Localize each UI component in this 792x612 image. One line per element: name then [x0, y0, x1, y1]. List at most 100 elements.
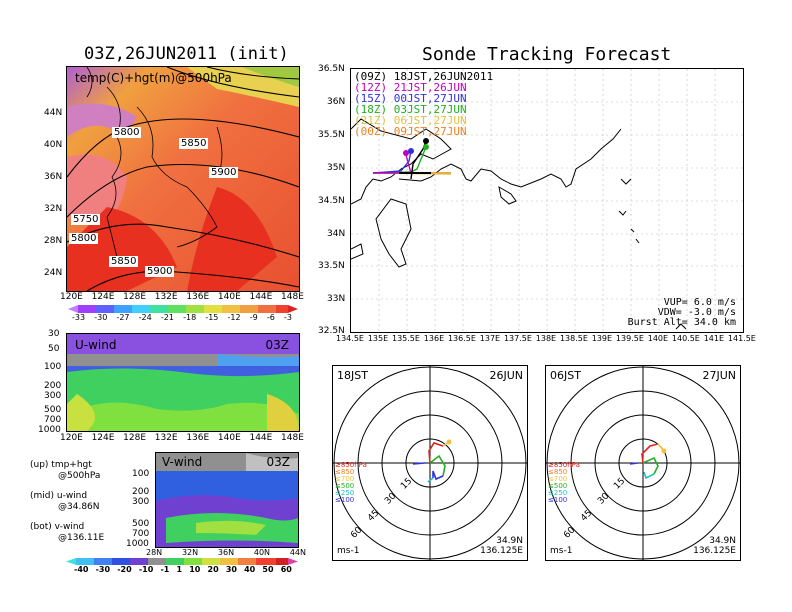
lon-tick: 135.5E: [391, 334, 420, 343]
legend-note-a: (mid) u-wind: [30, 491, 88, 501]
run-time: 06JST,27JUN: [393, 114, 467, 127]
p-tick: 50: [48, 344, 60, 354]
cbar-tick: -21: [160, 313, 174, 322]
run-time: 18JST,26JUN2011: [393, 70, 494, 83]
lon-tick: 139E: [591, 334, 613, 343]
track-point: [403, 150, 409, 156]
temp-map-panel: temp(C)+hgt(m)@500hPa 5800 5850 5900 575…: [66, 66, 300, 292]
hodo-right-date: 27JUN: [702, 369, 736, 382]
left-title: 03Z,26JUN2011 (init): [84, 44, 289, 64]
cbar-tick: -10: [138, 565, 154, 574]
contour-label: 5850: [179, 138, 209, 149]
v-wind-field: [156, 453, 298, 547]
lon-tick: 138E: [535, 334, 557, 343]
contour-label: 5900: [145, 266, 175, 277]
cbar-tick: 40: [244, 565, 256, 574]
level-entry: ≤850: [335, 468, 355, 476]
p-tick: 700: [132, 529, 150, 539]
wind-colorbar-ticks: -40 -30 -20 -10 -1 1 10 20 30 40 50 60: [74, 565, 292, 574]
track-point: [423, 144, 429, 150]
lat-tick: 36.5N: [318, 64, 345, 74]
lat-tick: 32N: [44, 204, 63, 214]
level-entry: ≥850hPa: [548, 461, 580, 469]
hodo-left-location: 34.9N 136.125E: [480, 536, 523, 556]
u-panel-label: U-wind: [75, 338, 117, 352]
level-entry: ≤500: [335, 482, 355, 490]
track-map-panel: [350, 68, 744, 333]
run-code: (09Z): [354, 70, 388, 83]
cbar-tick: -27: [116, 313, 130, 322]
p-tick: 700: [44, 415, 62, 425]
lon-tick: 138.5E: [559, 334, 588, 343]
run-entry: (00Z) 09JST,27JUN: [354, 126, 493, 137]
lon-tick: 132E: [154, 292, 178, 302]
cbar-tick: -33: [72, 313, 86, 322]
contour-label: 5750: [71, 214, 101, 225]
lat-tick: 32.5N: [318, 326, 345, 336]
hodograph-left: 18JST 26JUN 15 30 45 60 ≥850hPa ≤850 ≤70…: [332, 365, 528, 561]
lon-tick: 144E: [249, 292, 273, 302]
level-entry: ≤250: [548, 489, 568, 497]
cbar-tick: 60: [280, 565, 292, 574]
run-code: (18Z): [354, 103, 388, 116]
hodo-right-unit: ms-1: [550, 546, 573, 556]
track-map: [351, 69, 743, 332]
run-code: (12Z): [354, 81, 388, 94]
legend-note-a: (bot) v-wind: [30, 522, 85, 532]
lon-tick: 128E: [123, 433, 147, 443]
p-tick: 200: [132, 487, 150, 497]
temp-colorbar: [68, 305, 298, 313]
legend-note-b: @136.11E: [58, 533, 105, 543]
track-lon-axis: 134.5E 135E 135.5E 136E 136.5E 137E 137.…: [336, 334, 756, 343]
cbar-tick: -30: [94, 313, 108, 322]
lat-tick: 24N: [44, 268, 63, 278]
run-entry: (15Z) 00JST,27JUN: [354, 93, 493, 104]
lat-tick: 33N: [327, 294, 346, 304]
lon-tick: 128E: [123, 292, 147, 302]
cbar-tick: -15: [205, 313, 219, 322]
temp-colorbar-ticks: -33 -30 -27 -24 -21 -18 -15 -12 -9 -6 -3: [72, 313, 292, 322]
track-point: [408, 148, 414, 154]
lat-tick: 36N: [217, 548, 235, 557]
hodo-lat: 34.9N: [496, 536, 523, 546]
run-code: (15Z): [354, 92, 388, 105]
lat-tick: 32N: [181, 548, 199, 557]
p-tick: 100: [44, 362, 62, 372]
level-legend: ≥850hPa ≤850 ≤700 ≤500 ≤250 ≤100: [335, 462, 367, 504]
temp-lon-axis: 120E 124E 128E 132E 136E 140E 144E 148E: [60, 292, 304, 302]
cbar-tick: -30: [95, 565, 111, 574]
lon-tick: 136E: [186, 433, 210, 443]
cbar-tick: -1: [160, 565, 170, 574]
run-time: 00JST,27JUN: [393, 92, 467, 105]
v-wind-panel: V-wind 03Z: [155, 452, 299, 548]
lat-tick: 36N: [44, 172, 63, 182]
hodograph-left-plot: [333, 366, 527, 560]
lon-tick: 144E: [249, 433, 273, 443]
p-tick: 100: [132, 469, 150, 479]
p-tick: 200: [44, 381, 62, 391]
cbar-tick: 50: [262, 565, 274, 574]
legend-note-a: (up) tmp+hgt: [30, 460, 92, 470]
u-wind-panel: U-wind 03Z: [66, 333, 300, 432]
hodo-lon: 136.125E: [693, 546, 736, 556]
legend-notes: (up) tmp+hgt @500hPa (mid) u-wind @34.86…: [30, 460, 104, 544]
run-code: (00Z): [354, 125, 388, 138]
contour-label: 5900: [209, 167, 239, 178]
lon-tick: 136.5E: [447, 334, 476, 343]
cbar-tick: -20: [117, 565, 132, 574]
param-key: VUP=: [663, 297, 688, 308]
level-entry: ≤850: [548, 468, 568, 476]
lat-tick: 40N: [44, 140, 63, 150]
run-entry: (09Z) 18JST,26JUN2011: [354, 71, 493, 82]
cbar-tick: -3: [284, 313, 292, 322]
p-tick: 300: [44, 391, 62, 401]
p-tick: 300: [132, 497, 150, 507]
v-panel-label: V-wind: [162, 455, 203, 469]
cbar-tick: -6: [266, 313, 275, 322]
lon-tick: 140E: [647, 334, 669, 343]
p-tick: 1000: [38, 425, 61, 435]
v-panel-time: 03Z: [266, 455, 291, 469]
lon-tick: 132E: [154, 433, 178, 443]
param-key: VDW=: [657, 307, 682, 318]
hodo-left-unit: ms-1: [337, 546, 360, 556]
